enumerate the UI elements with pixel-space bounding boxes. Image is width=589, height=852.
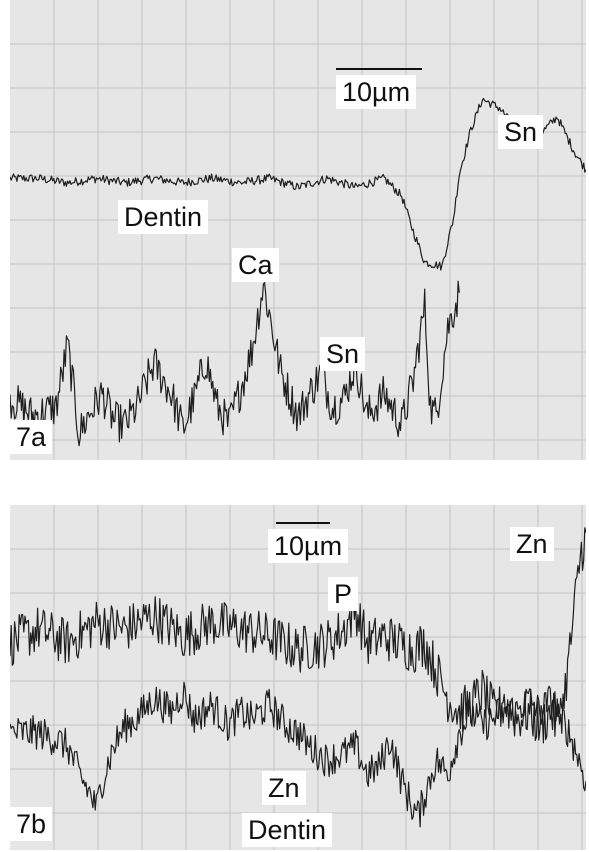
scale-bar-label: 10µm [336,75,417,109]
zn-upper-label: Zn [510,527,554,561]
panel-7a: 10µm Sn Dentin Ca Sn 7a [10,0,586,460]
sn-upper-label: Sn [498,115,544,149]
trace-p [10,527,586,744]
panel-label-7a: 7a [10,420,53,454]
ca-label: Ca [232,248,279,282]
panel-label-7b: 7b [10,807,53,841]
p-label: P [328,577,359,611]
trace-ca [10,97,586,271]
dentin-label: Dentin [118,200,209,234]
scale-bar-line [336,68,422,70]
zn-lower-label: Zn [262,771,306,805]
trace-sn [10,280,460,447]
chart-7a [10,0,586,460]
trace-zn [10,681,586,828]
panel-7b: 10µm Zn P Zn Dentin 7b [10,505,586,850]
scale-bar-line [276,522,330,524]
scale-bar-label: 10µm [268,529,349,563]
sn-lower-label: Sn [320,337,366,371]
dentin-label: Dentin [242,813,333,847]
